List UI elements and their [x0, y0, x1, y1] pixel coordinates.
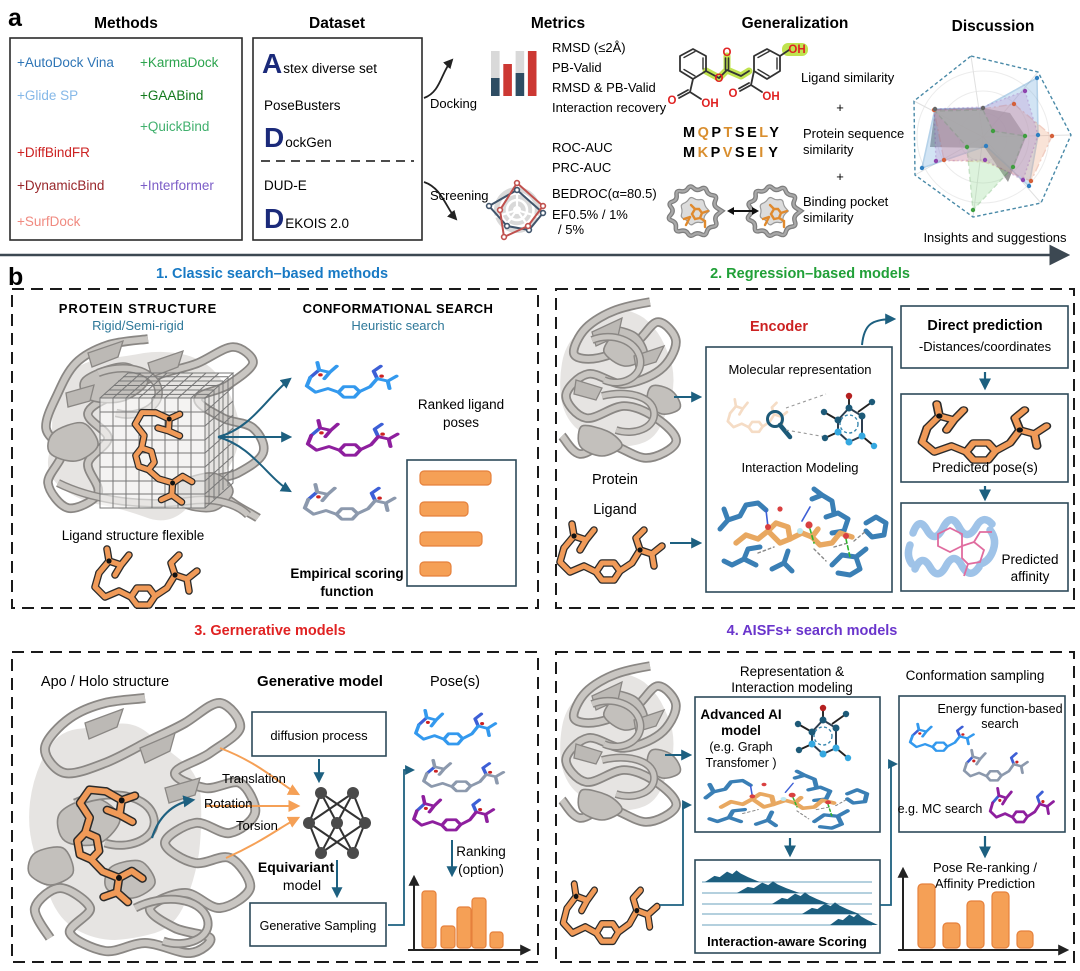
svg-text:(option): (option) — [458, 862, 504, 877]
svg-text:model: model — [721, 723, 761, 738]
svg-text:Encoder: Encoder — [750, 319, 808, 335]
svg-text:+KarmaDock: +KarmaDock — [140, 55, 219, 70]
svg-text:model: model — [283, 877, 321, 893]
svg-text:CONFORMATIONAL SEARCH: CONFORMATIONAL SEARCH — [303, 301, 494, 316]
svg-text:O: O — [723, 47, 732, 59]
svg-text:3. Gernerative models: 3. Gernerative models — [194, 623, 346, 639]
svg-text:Rigid/Semi-rigid: Rigid/Semi-rigid — [92, 318, 184, 333]
svg-text:+Glide SP: +Glide SP — [17, 88, 78, 103]
svg-text:Generative Sampling: Generative Sampling — [260, 919, 377, 933]
svg-text:Dataset: Dataset — [309, 15, 365, 32]
svg-text:O: O — [729, 88, 738, 100]
svg-text:4. AISFs+ search models: 4. AISFs+ search models — [727, 623, 898, 639]
svg-text:Equivariant: Equivariant — [258, 859, 335, 875]
svg-text:DEKOIS 2.0: DEKOIS 2.0 — [264, 203, 349, 234]
svg-text:search: search — [981, 717, 1019, 731]
svg-text:PRC-AUC: PRC-AUC — [552, 160, 611, 175]
svg-text:+SurfDock: +SurfDock — [17, 214, 81, 229]
svg-text:similarity: similarity — [803, 210, 854, 225]
svg-text:Ranking: Ranking — [456, 844, 506, 859]
svg-text:Predicted: Predicted — [1001, 552, 1058, 567]
svg-text:function: function — [320, 584, 373, 599]
svg-text:Generative model: Generative model — [257, 673, 383, 690]
svg-text:1. Classic search–based method: 1. Classic search–based methods — [156, 266, 388, 282]
svg-text:Representation &: Representation & — [740, 664, 844, 679]
svg-text:Ligand structure flexible: Ligand structure flexible — [62, 528, 205, 543]
svg-text:Apo / Holo structure: Apo / Holo structure — [41, 674, 169, 690]
svg-text:O: O — [668, 95, 677, 107]
svg-text:similarity: similarity — [803, 142, 854, 157]
svg-text:Conformation sampling: Conformation sampling — [906, 668, 1045, 683]
svg-text:b: b — [8, 263, 23, 291]
svg-text:Interaction Modeling: Interaction Modeling — [741, 460, 858, 475]
svg-text:PROTEIN STRUCTURE: PROTEIN STRUCTURE — [59, 301, 218, 316]
svg-text:Docking: Docking — [430, 96, 477, 111]
svg-text:diffusion process: diffusion process — [270, 728, 368, 743]
svg-text:Protein sequence: Protein sequence — [803, 126, 904, 141]
svg-text:Generalization: Generalization — [742, 15, 849, 32]
svg-text:(e.g. Graph: (e.g. Graph — [709, 740, 772, 754]
svg-text:Protein: Protein — [592, 472, 638, 488]
svg-text:+QuickBind: +QuickBind — [140, 119, 209, 134]
svg-text:Ligand similarity: Ligand similarity — [801, 70, 895, 85]
svg-text:+AutoDock Vina: +AutoDock Vina — [17, 55, 114, 70]
svg-text:EF0.5% / 1%: EF0.5% / 1% — [552, 207, 628, 222]
svg-text:DUD-E: DUD-E — [264, 178, 307, 193]
svg-text:+: + — [836, 100, 844, 115]
svg-text:Translation: Translation — [222, 771, 286, 786]
svg-text:PB-Valid: PB-Valid — [552, 60, 602, 75]
svg-text:RMSD & PB-Valid: RMSD & PB-Valid — [552, 80, 656, 95]
svg-text:Predicted pose(s): Predicted pose(s) — [932, 460, 1038, 475]
svg-text:DockGen: DockGen — [264, 122, 332, 153]
svg-text:ROC-AUC: ROC-AUC — [552, 140, 613, 155]
svg-text:poses: poses — [443, 415, 479, 430]
svg-text:Interaction-aware Scoring: Interaction-aware Scoring — [707, 934, 867, 949]
svg-text:Advanced AI: Advanced AI — [700, 707, 781, 722]
svg-text:Ligand: Ligand — [593, 502, 637, 518]
svg-text:Discussion: Discussion — [952, 18, 1035, 35]
svg-text:2. Regression–based models: 2. Regression–based models — [710, 266, 910, 282]
svg-text:Pose(s): Pose(s) — [430, 674, 480, 690]
svg-text:RMSD (≤2Å): RMSD (≤2Å) — [552, 40, 626, 55]
svg-text:+DiffBindFR: +DiffBindFR — [17, 145, 90, 160]
svg-text:Torsion: Torsion — [236, 818, 278, 833]
svg-text:O: O — [715, 73, 724, 85]
svg-text:+Interformer: +Interformer — [140, 178, 214, 193]
svg-text:-Distances/coordinates: -Distances/coordinates — [919, 339, 1052, 354]
svg-text:Binding pocket: Binding pocket — [803, 194, 889, 209]
svg-text:Empirical scoring: Empirical scoring — [290, 566, 403, 581]
svg-text:Screening: Screening — [430, 188, 489, 203]
svg-text:Molecular representation: Molecular representation — [728, 362, 871, 377]
svg-text:Rotation: Rotation — [204, 796, 252, 811]
svg-text:Ranked ligand: Ranked ligand — [418, 397, 504, 412]
svg-text:a: a — [8, 4, 23, 32]
svg-text:Insights and suggestions: Insights and suggestions — [923, 230, 1067, 245]
svg-text:Interaction recovery: Interaction recovery — [552, 100, 667, 115]
svg-text:Energy function-based: Energy function-based — [937, 702, 1062, 716]
svg-text:Heuristic search: Heuristic search — [351, 318, 444, 333]
svg-text:+GAABind: +GAABind — [140, 88, 203, 103]
svg-text:Pose Re-ranking /: Pose Re-ranking / — [933, 860, 1037, 875]
svg-text:Astex diverse set: Astex diverse set — [262, 48, 377, 79]
svg-text:affinity: affinity — [1011, 569, 1050, 584]
svg-text:Transfomer ): Transfomer ) — [705, 756, 776, 770]
svg-text:/ 5%: / 5% — [558, 222, 584, 237]
svg-text:+DynamicBind: +DynamicBind — [17, 178, 104, 193]
svg-text:Interaction modeling: Interaction modeling — [731, 680, 853, 695]
svg-text:OH: OH — [701, 98, 718, 110]
svg-text:BEDROC(α=80.5): BEDROC(α=80.5) — [552, 186, 657, 201]
svg-text:e.g. MC search: e.g. MC search — [898, 802, 983, 816]
svg-text:Metrics: Metrics — [531, 15, 585, 32]
svg-text:Methods: Methods — [94, 15, 158, 32]
svg-text:Affinity Prediction: Affinity Prediction — [935, 876, 1035, 891]
svg-text:+: + — [836, 169, 844, 184]
svg-text:Direct prediction: Direct prediction — [927, 318, 1042, 334]
svg-text:OH: OH — [788, 44, 805, 56]
svg-text:PoseBusters: PoseBusters — [264, 98, 341, 113]
svg-text:OH: OH — [762, 91, 779, 103]
